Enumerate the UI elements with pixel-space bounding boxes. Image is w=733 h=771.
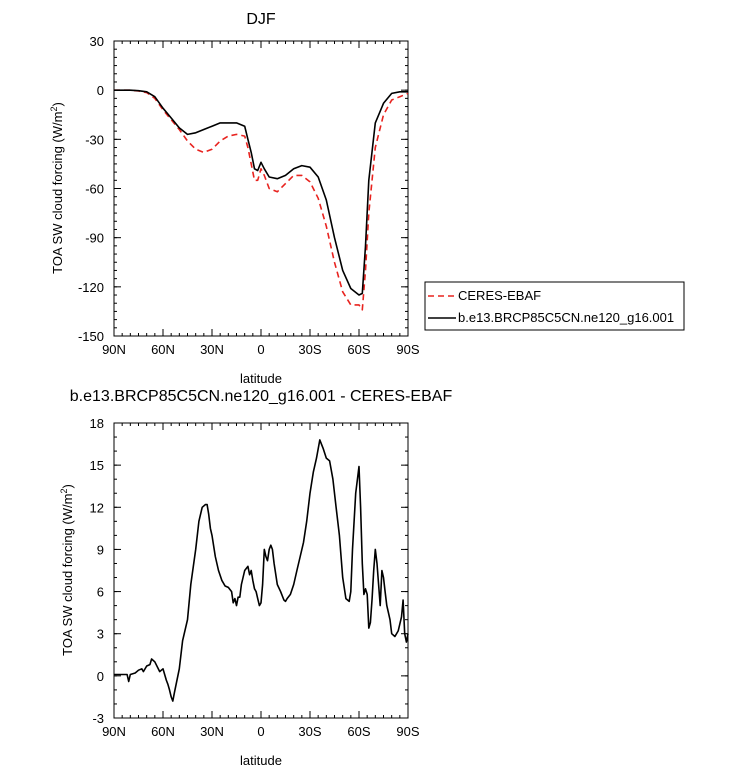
y-axis-title-tail: ) [60,484,75,488]
y-tick-label: 3 [97,627,104,642]
x-tick-label: 90N [102,724,126,739]
y-axis-title: TOA SW cloud forcing (W/m2) [49,102,65,274]
legend-box [424,281,685,331]
y-tick-label: 9 [97,542,104,557]
x-tick-label: 30S [298,724,321,739]
djf-line-chart: DJF 90N 60N 30N 0 30S 60S 90S -150 -120 -90 -60 -30… [49,11,685,386]
x-tick-label: 30N [200,342,224,357]
x-tick-label: 0 [257,724,264,739]
y-tick-label: 15 [90,458,104,473]
y-tick-label: -120 [78,280,104,295]
x-tick-label: 90S [396,342,419,357]
x-tick-label: 60S [347,342,370,357]
series-line-ceres-ebaf [114,89,409,311]
y-tick-label: 12 [90,500,104,515]
legend-label-ceres: CERES-EBAF [458,288,541,303]
y-tick-label: 0 [97,83,104,98]
y-axis-title-main: TOA SW cloud forcing (W/m [50,112,65,274]
y-axis-title-superscript: 2 [49,107,59,112]
y-tick-label: 30 [90,34,104,49]
plot-area: 90N 60N 30N 0 30S 60S 90S -150 -120 -90 -60 -30 0 30 [78,34,420,357]
x-tick-label: 60N [151,342,175,357]
x-tick-label: 90S [396,724,419,739]
legend-label-model: b.e13.BRCP85C5CN.ne120_g16.001 [458,310,674,325]
y-tick-label: -60 [85,182,104,197]
y-tick-label: 0 [97,669,104,684]
y-tick-label: -150 [78,329,104,344]
chart-title: DJF [246,11,276,28]
y-tick-label: -90 [85,231,104,246]
x-tick-label: 60S [347,724,370,739]
series-line-difference [114,439,409,702]
x-axis-title: latitude [240,753,282,768]
series-line-b-e13-brcp85c5cn-ne120-g16-001 [114,89,408,296]
difference-line-chart: b.e13.BRCP85C5CN.ne120_g16.001 - CERES-E… [59,388,452,768]
x-tick-label: 30S [298,342,321,357]
x-tick-label: 60N [151,724,175,739]
x-tick-label: 90N [102,342,126,357]
y-axis-title-tail: ) [50,102,65,106]
y-axis-title-main: TOA SW cloud forcing (W/m [60,494,75,656]
plot-area: 90N 60N 30N 0 30S 60S 90S -3 0 3 6 9 12 15 18 [90,416,420,739]
y-axis-title: TOA SW cloud forcing (W/m2) [59,484,75,656]
y-tick-label: 6 [97,585,104,600]
x-axis-title: latitude [240,371,282,386]
x-tick-label: 0 [257,342,264,357]
chart-title: b.e13.BRCP85C5CN.ne120_g16.001 - CERES-E… [70,388,453,405]
y-tick-label: 18 [90,416,104,431]
x-tick-label: 30N [200,724,224,739]
plot-frame [113,40,409,337]
plot-frame [113,422,409,719]
legend: CERES-EBAF b.e13.BRCP85C5CN.ne120_g16.00… [424,281,685,331]
y-tick-label: -30 [85,132,104,147]
y-tick-label: -3 [92,711,104,726]
y-axis-title-superscript: 2 [59,489,69,494]
